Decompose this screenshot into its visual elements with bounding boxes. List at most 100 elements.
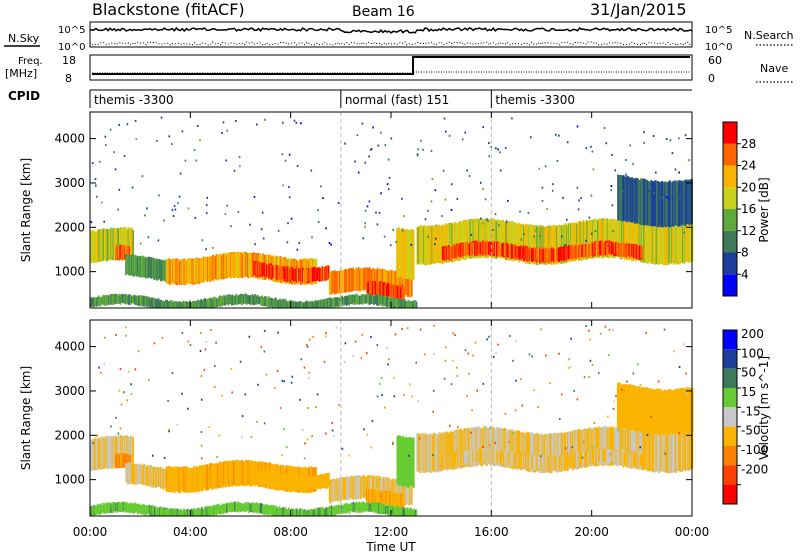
data-speckle: [387, 158, 390, 161]
data-speckle: [356, 134, 359, 137]
data-cell: [302, 267, 304, 282]
data-cell: [117, 247, 120, 259]
data-cell: [455, 223, 457, 261]
data-speckle: [499, 151, 501, 154]
data-cell: [384, 284, 387, 297]
data-cell: [388, 491, 390, 505]
data-cell: [115, 453, 117, 468]
data-cell: [504, 427, 506, 467]
data-cell: [535, 433, 537, 471]
data-cell: [663, 181, 665, 227]
data-cell: [373, 296, 376, 305]
data-cell: [516, 430, 518, 469]
data-cell: [327, 298, 330, 308]
data-cell: [563, 246, 565, 260]
data-cell: [683, 432, 685, 471]
data-cell: [647, 432, 650, 471]
data-cell: [101, 505, 104, 513]
data-cell: [286, 509, 288, 516]
data-cell: [658, 434, 661, 474]
data-cell: [351, 268, 353, 291]
data-speckle: [249, 223, 251, 226]
data-cell: [90, 440, 92, 472]
data-speckle: [181, 392, 183, 395]
data-cell: [668, 226, 671, 263]
data-cell: [667, 433, 670, 474]
data-cell: [117, 295, 119, 304]
data-cell: [133, 255, 135, 275]
data-cell: [330, 505, 333, 516]
data-cell: [283, 475, 286, 488]
data-cell: [578, 243, 581, 259]
data-speckle: [592, 168, 595, 171]
data-speckle: [158, 194, 160, 197]
data-cell: [97, 229, 99, 262]
data-speckle: [392, 441, 394, 444]
data-cell: [650, 180, 653, 227]
data-cell: [103, 505, 105, 514]
data-cell: [186, 466, 189, 494]
data-cell: [144, 257, 146, 277]
data-speckle: [205, 212, 208, 215]
data-cell: [399, 507, 401, 516]
data-cell: [621, 449, 623, 464]
data-cell: [143, 463, 145, 486]
data-speckle: [277, 229, 280, 232]
data-speckle: [445, 130, 447, 133]
data-speckle: [172, 215, 175, 217]
data-speckle: [632, 372, 635, 375]
data-speckle: [497, 148, 499, 151]
data-speckle: [431, 177, 434, 180]
data-cell: [272, 266, 274, 278]
data-cell: [401, 286, 404, 300]
data-cell: [105, 502, 108, 514]
data-cell: [474, 240, 476, 256]
data-cell: [353, 503, 356, 512]
data-speckle: [623, 390, 625, 393]
data-speckle: [168, 430, 170, 433]
data-cell: [208, 298, 210, 308]
data-speckle: [127, 370, 130, 373]
data-speckle: [545, 354, 547, 357]
data-cell: [666, 390, 669, 434]
data-cell: [199, 465, 202, 490]
data-speckle: [612, 230, 614, 233]
data-cell: [396, 505, 398, 516]
data-cell: [280, 509, 283, 516]
data-speckle: [588, 329, 590, 332]
data-speckle: [512, 359, 514, 362]
data-speckle: [352, 355, 354, 357]
data-cell: [688, 179, 691, 226]
data-speckle: [179, 172, 182, 175]
data-cell: [253, 261, 256, 275]
data-cell: [161, 466, 163, 488]
data-speckle: [544, 165, 547, 168]
data-speckle: [688, 159, 690, 162]
data-speckle: [126, 399, 128, 402]
data-speckle: [417, 148, 419, 151]
data-cell: [648, 388, 650, 434]
data-cell: [340, 503, 342, 514]
nave-trace: [92, 71, 690, 74]
data-speckle: [325, 331, 327, 334]
data-speckle: [558, 134, 560, 137]
data-speckle: [456, 197, 459, 200]
cpid-label: CPID: [8, 89, 40, 103]
data-speckle: [343, 361, 346, 364]
data-speckle: [279, 407, 282, 409]
data-cell: [114, 502, 117, 512]
data-speckle: [604, 325, 607, 328]
data-cell: [423, 435, 426, 472]
data-cell: [625, 383, 628, 428]
data-cell: [307, 509, 309, 516]
data-cell: [310, 477, 312, 490]
cpid-segments: themis -3300 normal (fast) 151 themis -330…: [89, 90, 575, 108]
data-speckle: [168, 428, 170, 431]
data-cell: [327, 473, 329, 487]
noise-right-tick-top: 10^5: [705, 25, 732, 36]
power-data: [90, 112, 694, 308]
data-cell: [234, 295, 236, 305]
data-speckle: [648, 190, 650, 193]
data-speckle: [330, 243, 332, 246]
